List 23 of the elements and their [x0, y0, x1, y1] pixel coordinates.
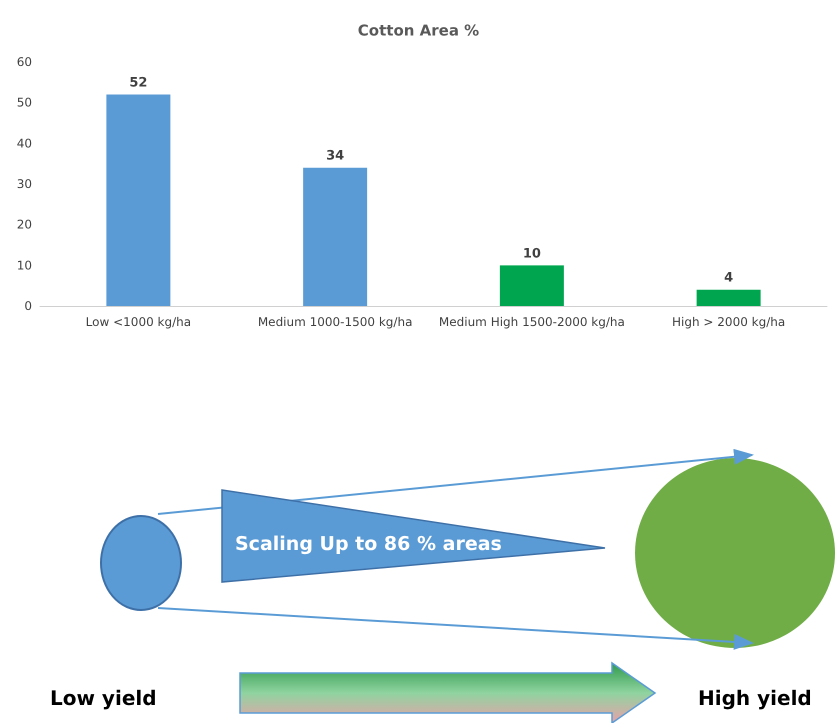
data-label: 4 [724, 270, 734, 286]
data-label: 10 [522, 246, 541, 262]
y-tick-label: 50 [16, 96, 32, 110]
bar [303, 168, 368, 306]
bar [106, 94, 170, 306]
bar [500, 265, 564, 306]
y-tick-label: 0 [24, 299, 32, 313]
data-label: 34 [326, 148, 344, 164]
y-tick-label: 40 [16, 136, 32, 150]
x-tick-label: Medium 1000-1500 kg/ha [258, 315, 412, 329]
x-tick-label: High > 2000 kg/ha [672, 315, 786, 329]
text: Low yield [50, 686, 157, 710]
data-label: 52 [129, 76, 148, 91]
y-tick-label: 60 [16, 55, 32, 69]
y-tick-label: 20 [16, 218, 32, 232]
text: Scaling Up to 86 % areas [235, 533, 502, 555]
x-tick-label: Low <1000 kg/ha [86, 315, 192, 329]
text: High yield [698, 686, 812, 710]
y-tick-label: 30 [16, 177, 32, 191]
chart-title: Cotton Area % [358, 22, 480, 40]
bar [696, 290, 761, 306]
x-tick-label: Medium High 1500-2000 kg/ha [438, 315, 625, 329]
y-tick-label: 10 [16, 258, 32, 272]
